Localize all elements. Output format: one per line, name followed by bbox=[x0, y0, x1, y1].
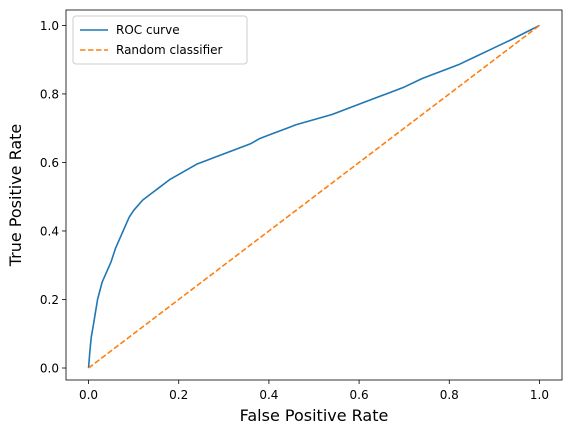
y-axis-title: True Positive Rate bbox=[6, 124, 25, 268]
y-tick-label: 0.8 bbox=[40, 87, 59, 101]
ticks-layer: 0.0 0.2 0.4 0.6 0.8 1.0 0.0 0.2 0.4 0.6 0.8 1.0 bbox=[40, 19, 549, 402]
y-tick-label: 1.0 bbox=[40, 19, 59, 33]
x-tick-label: 1.0 bbox=[530, 388, 549, 402]
plot-frame bbox=[65, 9, 563, 381]
series-line-random-classifier bbox=[88, 24, 540, 369]
y-tick-label: 0.6 bbox=[40, 156, 59, 170]
x-axis-title: False Positive Rate bbox=[240, 406, 389, 425]
y-tick-label: 0.4 bbox=[40, 224, 59, 238]
x-tick-label: 0.6 bbox=[350, 388, 369, 402]
series-line-roc-curve bbox=[87, 24, 540, 369]
legend: ROC curve Random classifier bbox=[72, 15, 248, 65]
y-tick-label: 0.0 bbox=[40, 362, 59, 376]
legend-label-random: Random classifier bbox=[116, 43, 223, 57]
x-tick-label: 0.4 bbox=[259, 388, 278, 402]
x-tick-label: 0.8 bbox=[440, 388, 459, 402]
legend-label-roc: ROC curve bbox=[116, 23, 180, 37]
y-tick-label: 0.2 bbox=[40, 293, 59, 307]
x-tick-label: 0.2 bbox=[169, 388, 188, 402]
x-tick-label: 0.0 bbox=[79, 388, 98, 402]
series-layer bbox=[87, 24, 540, 369]
legend-box bbox=[72, 15, 248, 65]
